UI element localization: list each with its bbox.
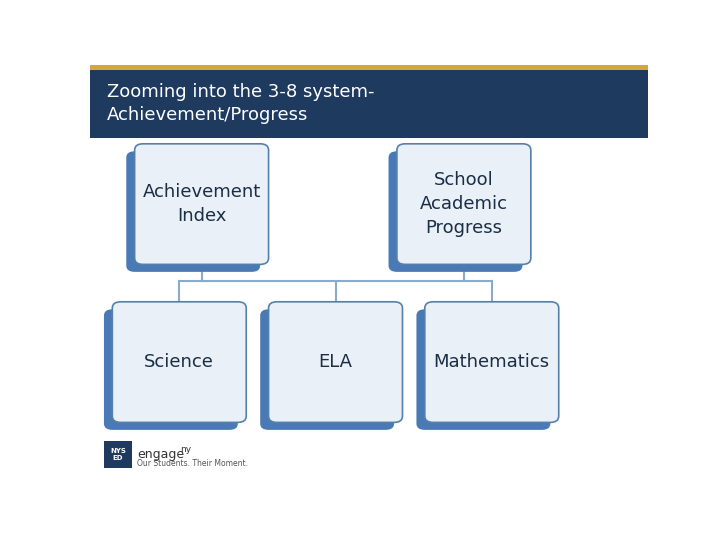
Text: ny: ny [181, 445, 192, 454]
FancyBboxPatch shape [416, 309, 550, 430]
FancyBboxPatch shape [425, 302, 559, 422]
Text: Achievement
Index: Achievement Index [143, 183, 261, 225]
Text: Our Students. Their Moment.: Our Students. Their Moment. [138, 458, 248, 468]
FancyBboxPatch shape [126, 151, 260, 272]
FancyBboxPatch shape [135, 144, 269, 265]
Text: NYS
ED: NYS ED [110, 448, 126, 461]
Text: School
Academic
Progress: School Academic Progress [420, 172, 508, 237]
FancyBboxPatch shape [90, 70, 648, 138]
FancyBboxPatch shape [389, 151, 523, 272]
FancyBboxPatch shape [112, 302, 246, 422]
FancyBboxPatch shape [397, 144, 531, 265]
Text: Science: Science [144, 353, 215, 371]
FancyBboxPatch shape [269, 302, 402, 422]
FancyBboxPatch shape [90, 65, 648, 70]
FancyBboxPatch shape [104, 309, 238, 430]
Text: Zooming into the 3-8 system-
Achievement/Progress: Zooming into the 3-8 system- Achievement… [107, 83, 374, 124]
Text: engage: engage [138, 448, 184, 461]
Text: ELA: ELA [318, 353, 353, 371]
FancyBboxPatch shape [104, 441, 132, 468]
Text: Mathematics: Mathematics [433, 353, 550, 371]
FancyBboxPatch shape [260, 309, 394, 430]
